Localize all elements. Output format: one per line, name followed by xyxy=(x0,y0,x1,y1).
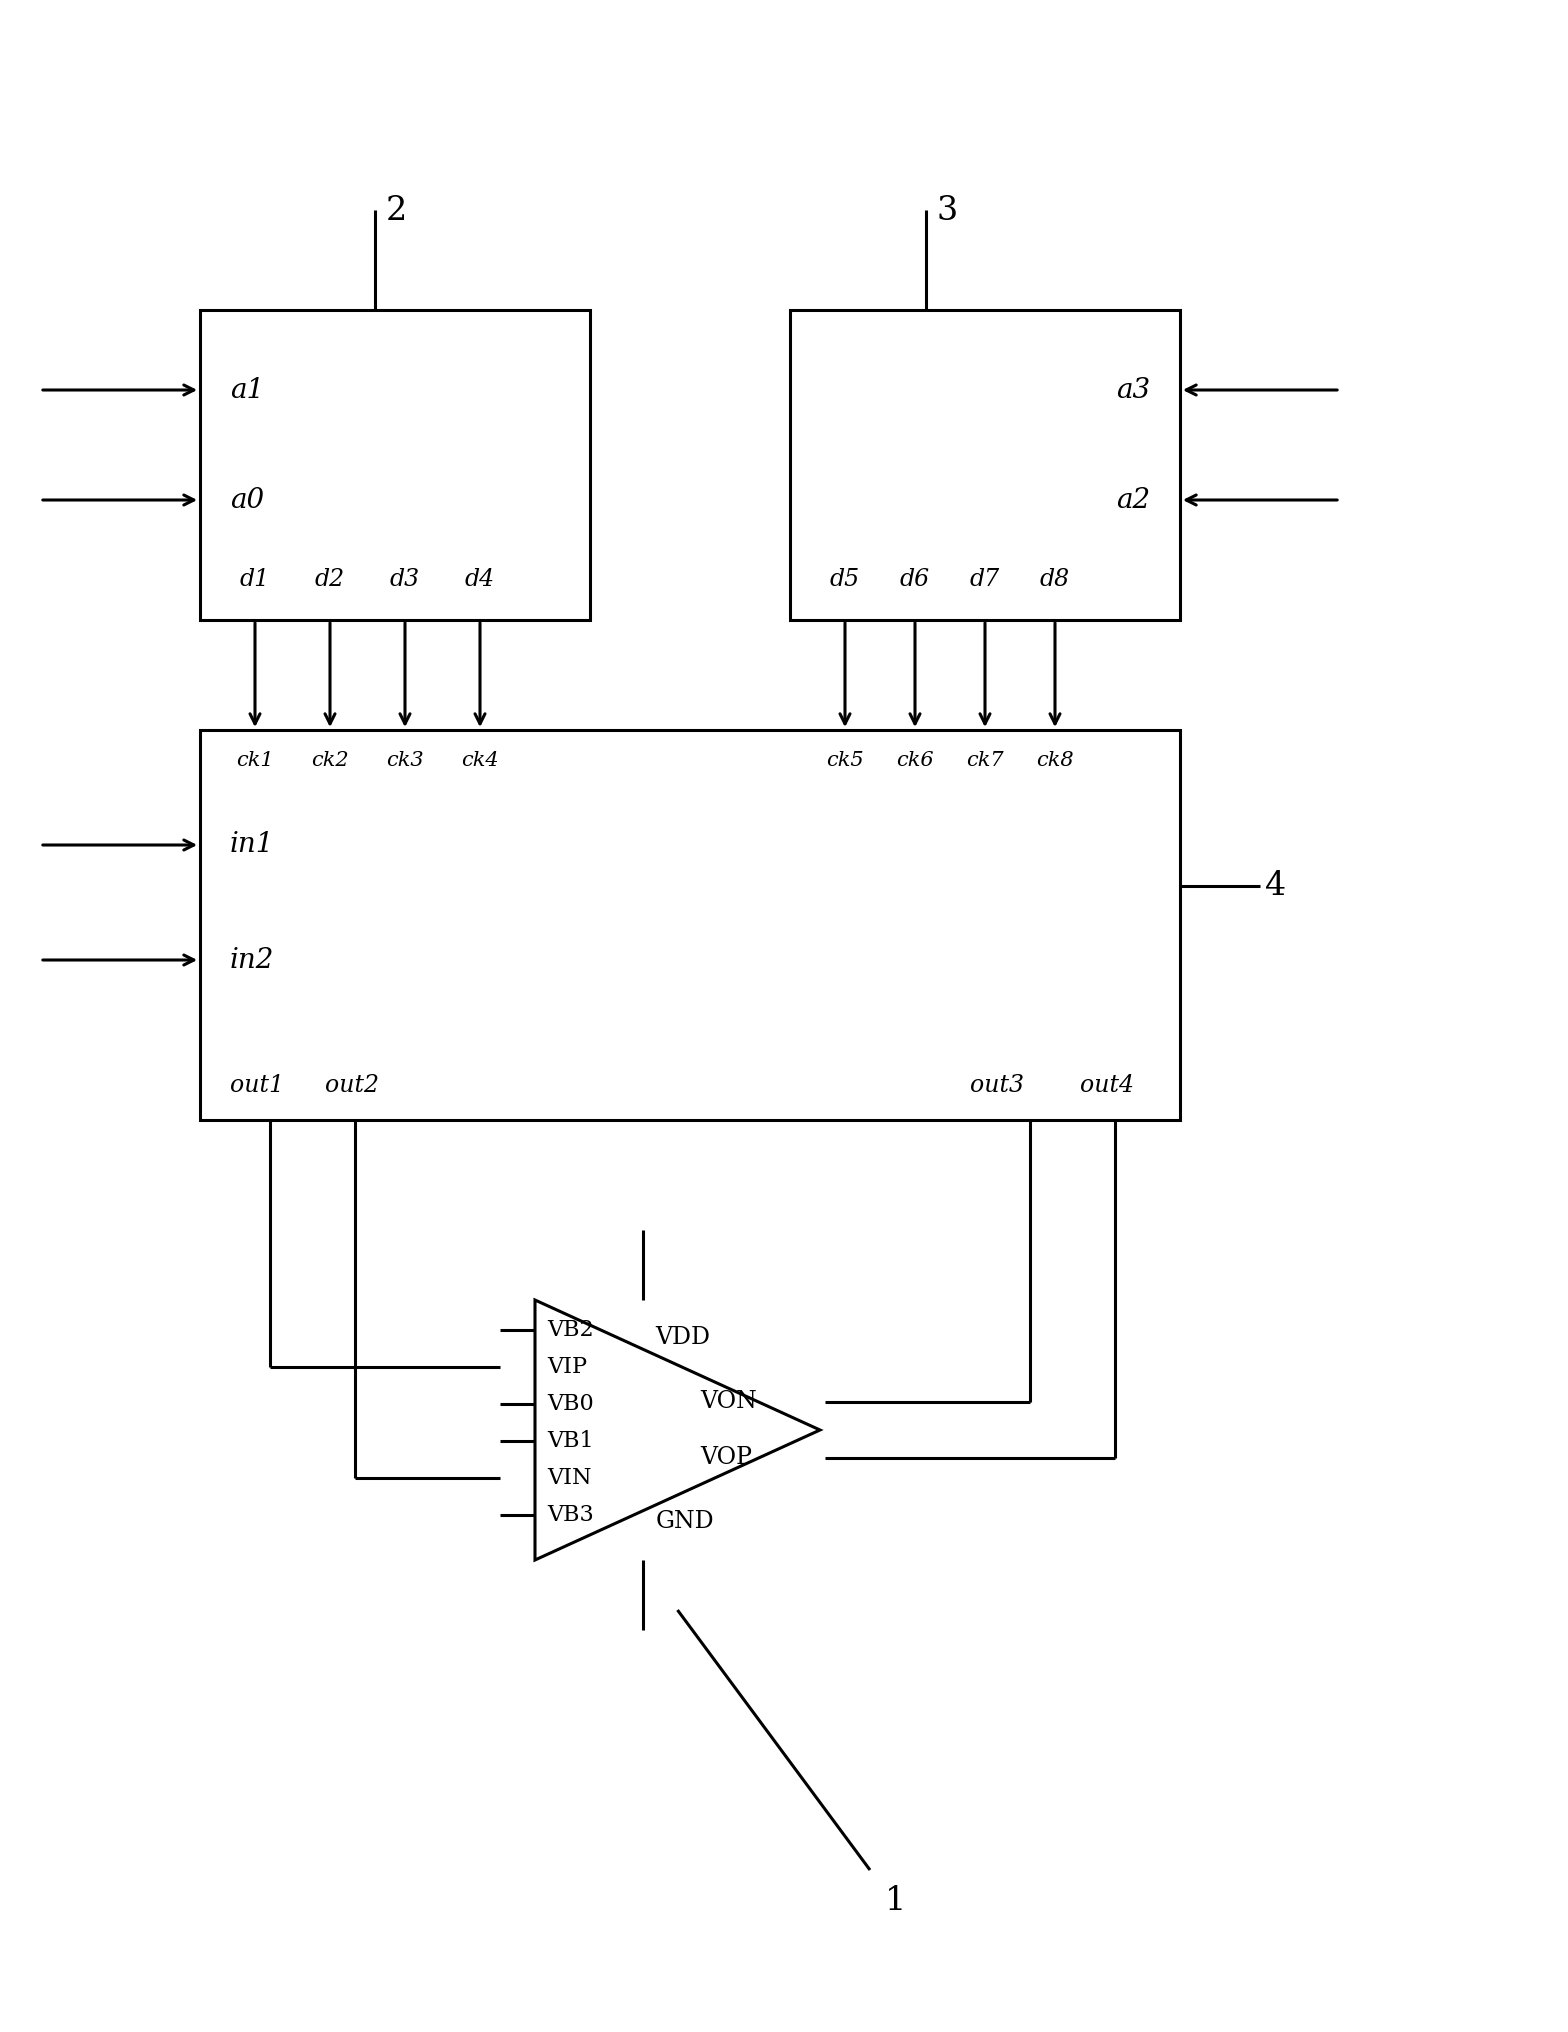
Text: 1: 1 xyxy=(884,1886,906,1916)
Text: out3: out3 xyxy=(971,1073,1024,1097)
Text: 4: 4 xyxy=(1265,870,1286,902)
Text: out1: out1 xyxy=(230,1073,284,1097)
Text: VB0: VB0 xyxy=(547,1394,594,1414)
Text: VIP: VIP xyxy=(547,1355,586,1378)
Text: d7: d7 xyxy=(971,569,1000,591)
Text: a1: a1 xyxy=(230,376,263,404)
Text: ck8: ck8 xyxy=(1036,750,1074,770)
Text: GND: GND xyxy=(655,1510,713,1534)
Text: ck4: ck4 xyxy=(461,750,499,770)
Text: d4: d4 xyxy=(466,569,495,591)
Text: ck6: ck6 xyxy=(897,750,935,770)
Text: VB2: VB2 xyxy=(547,1319,594,1341)
Text: d2: d2 xyxy=(315,569,345,591)
Text: d1: d1 xyxy=(240,569,270,591)
Text: VIN: VIN xyxy=(547,1467,591,1489)
Text: d8: d8 xyxy=(1040,569,1069,591)
Text: in2: in2 xyxy=(230,947,274,973)
Text: ck5: ck5 xyxy=(826,750,864,770)
Text: d3: d3 xyxy=(390,569,420,591)
Text: out2: out2 xyxy=(325,1073,379,1097)
Text: VOP: VOP xyxy=(699,1447,753,1469)
Bar xyxy=(201,311,590,620)
Text: 3: 3 xyxy=(936,195,958,228)
Text: out4: out4 xyxy=(1080,1073,1134,1097)
Text: ck1: ck1 xyxy=(237,750,274,770)
Text: 2: 2 xyxy=(386,195,406,228)
Text: ck7: ck7 xyxy=(966,750,1004,770)
Text: a3: a3 xyxy=(1116,376,1149,404)
Bar xyxy=(790,311,1181,620)
Text: ck3: ck3 xyxy=(386,750,423,770)
Text: a0: a0 xyxy=(230,486,263,514)
Text: d6: d6 xyxy=(900,569,930,591)
Bar xyxy=(201,729,1181,1120)
Text: VDD: VDD xyxy=(655,1327,710,1349)
Text: ck2: ck2 xyxy=(310,750,348,770)
Text: d5: d5 xyxy=(829,569,861,591)
Text: in1: in1 xyxy=(230,831,274,858)
Text: VON: VON xyxy=(699,1390,757,1414)
Text: VB3: VB3 xyxy=(547,1504,594,1526)
Text: VB1: VB1 xyxy=(547,1431,594,1453)
Text: a2: a2 xyxy=(1116,486,1149,514)
